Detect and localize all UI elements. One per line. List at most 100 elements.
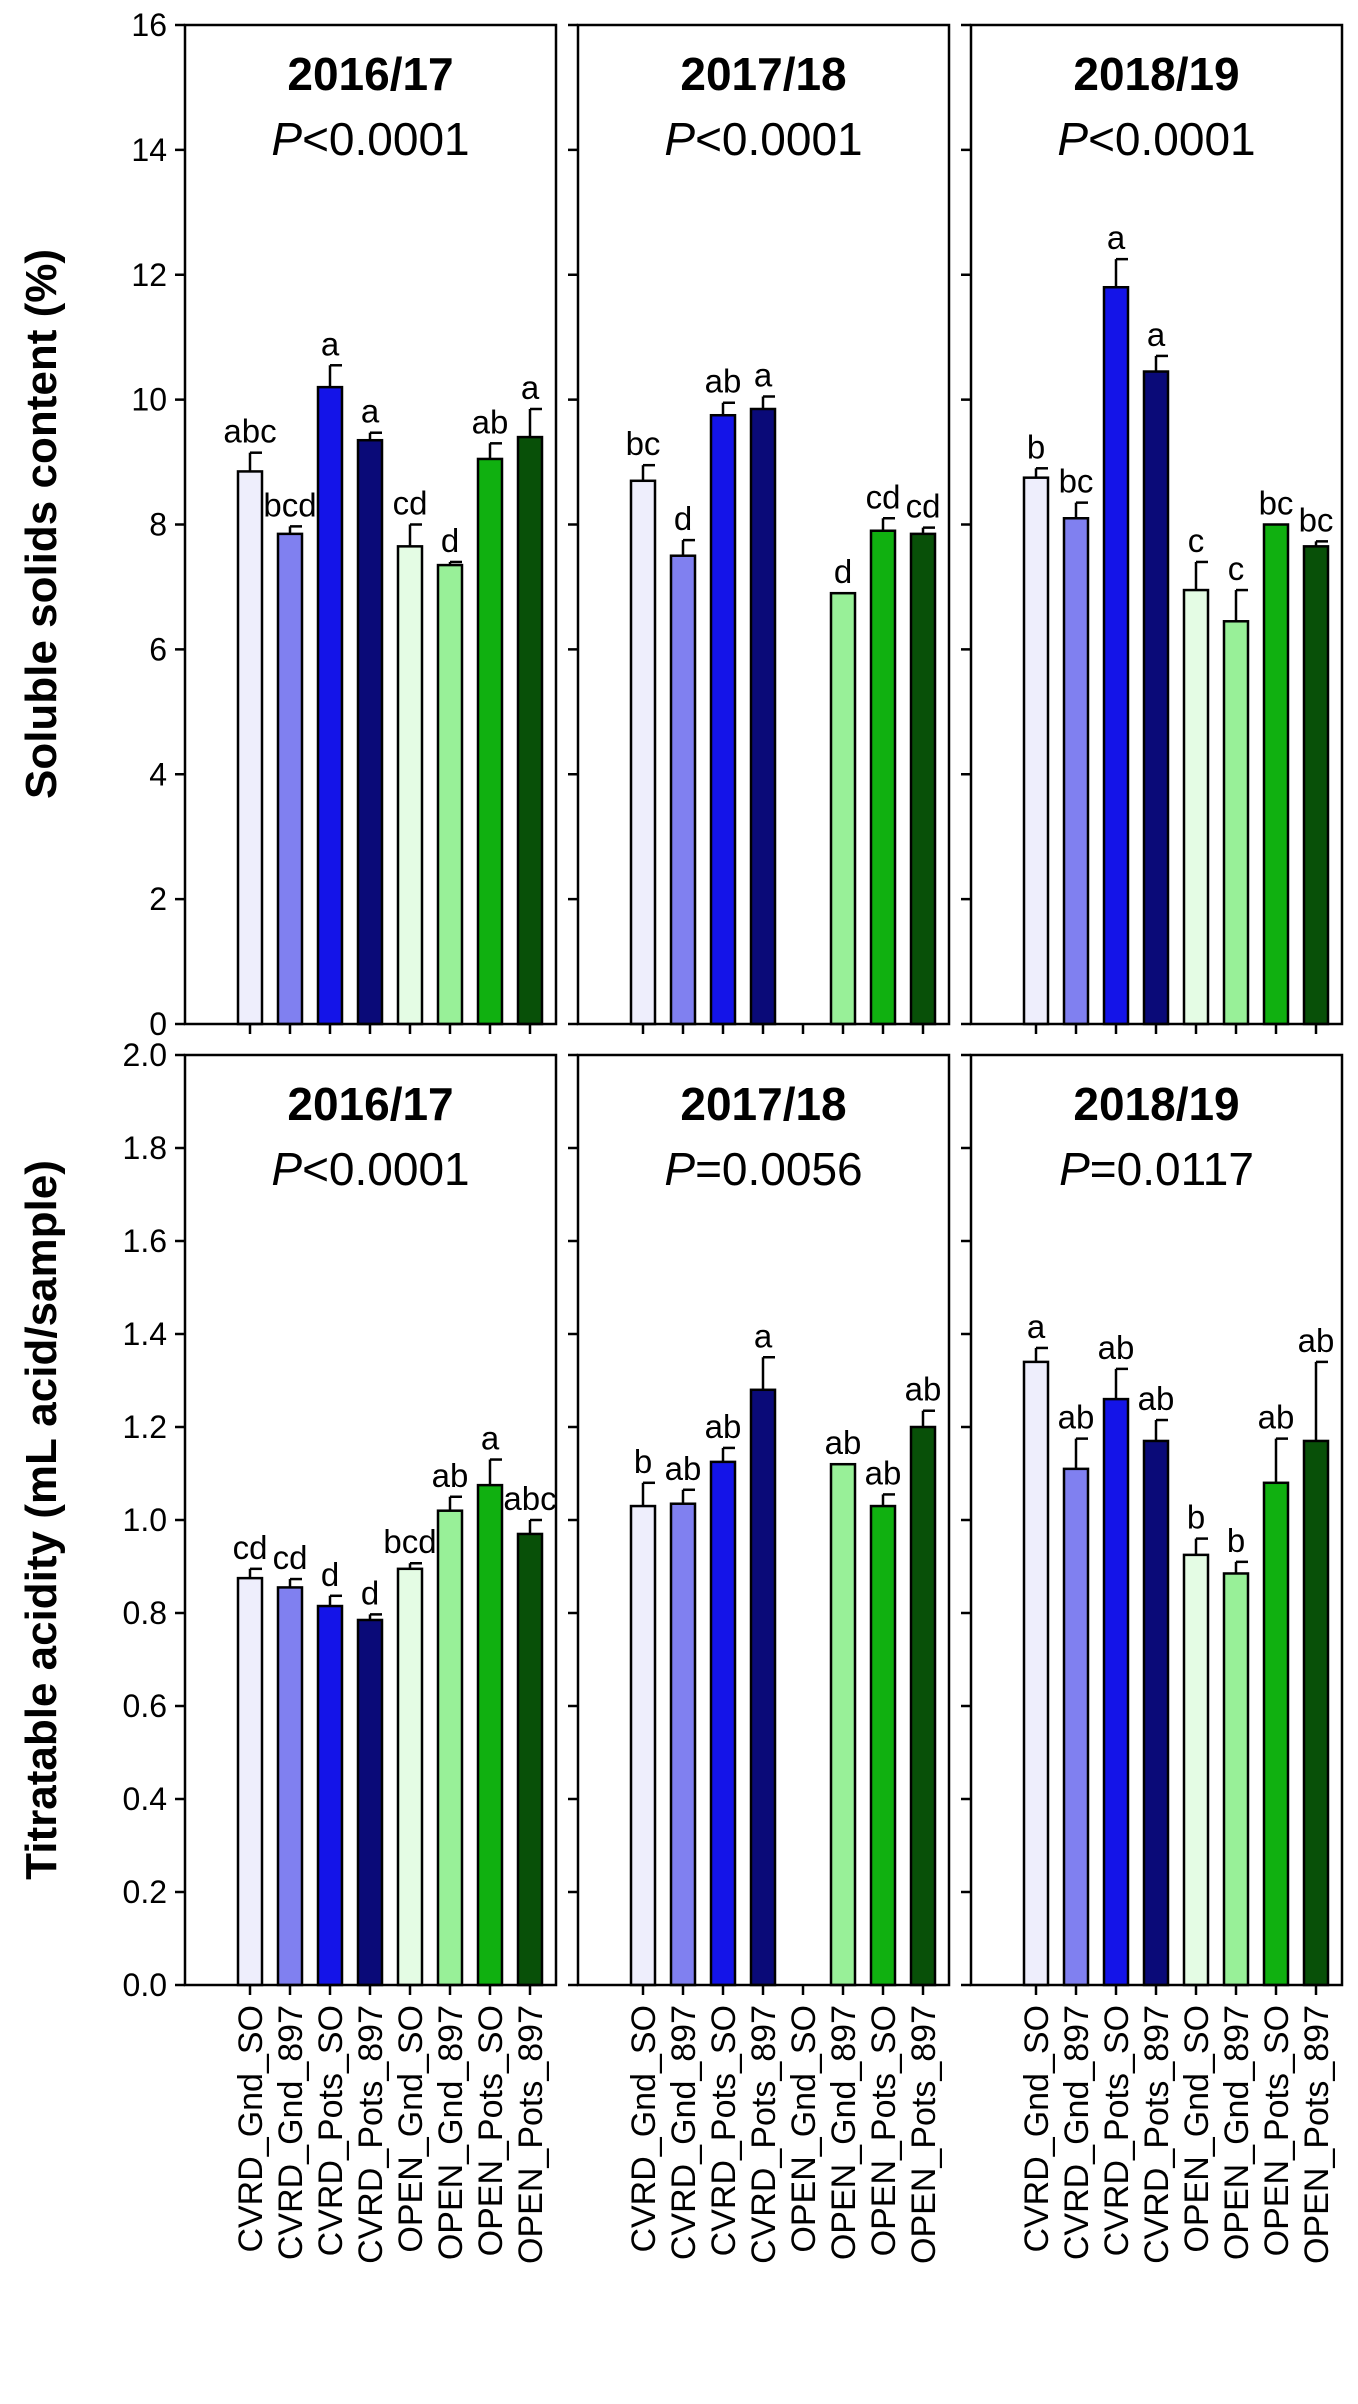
category-label: OPEN_Pots_SO — [1258, 2005, 1296, 2256]
bar-open-gnd-so — [396, 1567, 424, 1987]
panel-title: 2016/17 — [287, 48, 453, 100]
bar-cvrd-gnd-897 — [276, 532, 304, 1026]
significance-letter: ab — [665, 1450, 702, 1487]
significance-letter: b — [1227, 1522, 1245, 1559]
p-value-number: =0.0117 — [1090, 1143, 1254, 1195]
bar-open-gnd-so — [396, 545, 424, 1026]
bar-cvrd-gnd-so — [236, 1576, 264, 1987]
category-label: CVRD_Gnd_897 — [272, 2005, 310, 2260]
y-tick-label: 8 — [149, 507, 167, 543]
significance-letter: ab — [865, 1454, 902, 1491]
y-tick-label: 4 — [149, 756, 167, 792]
p-value-number: =0.0056 — [695, 1143, 863, 1195]
category-label: CVRD_Pots_897 — [745, 2005, 783, 2264]
bar-cvrd-pots-so — [316, 385, 344, 1026]
p-value-number: <0.0001 — [302, 1143, 470, 1195]
p-value-number: <0.0001 — [1088, 113, 1256, 165]
bar-open-pots-897 — [516, 1532, 544, 1987]
p-value: P<0.0001 — [664, 113, 862, 165]
significance-letter: c — [1228, 550, 1245, 587]
bar-open-gnd-897 — [436, 1509, 464, 1987]
significance-letter: ab — [1138, 1380, 1175, 1417]
significance-letter: bcd — [383, 1523, 436, 1560]
bar-cvrd-pots-so — [1102, 1397, 1130, 1987]
category-label: OPEN_Pots_SO — [472, 2005, 510, 2256]
y-axis-title-ta: Titratable acidity (mL acid/sample) — [17, 1160, 66, 1880]
category-label: OPEN_Gnd_897 — [825, 2005, 863, 2260]
bar-cvrd-gnd-897 — [1062, 517, 1090, 1026]
panel-title: 2016/17 — [287, 1078, 453, 1130]
category-label: OPEN_Gnd_897 — [432, 2005, 470, 2260]
bar-open-pots-so — [1262, 523, 1290, 1026]
bar-cvrd-pots-so — [709, 413, 737, 1026]
category-label: OPEN_Pots_897 — [512, 2005, 550, 2264]
category-label: OPEN_Pots_SO — [865, 2005, 903, 2256]
y-tick-label: 6 — [149, 631, 167, 667]
bar-open-gnd-897 — [436, 563, 464, 1026]
category-label: OPEN_Gnd_SO — [392, 2005, 430, 2253]
bar-cvrd-pots-897 — [356, 438, 384, 1026]
bar-open-pots-897 — [516, 435, 544, 1026]
bar-open-gnd-897 — [829, 1462, 857, 1987]
panel-title: 2017/18 — [680, 48, 846, 100]
panel-title: 2018/19 — [1073, 48, 1239, 100]
significance-letter: b — [634, 1443, 652, 1480]
significance-letter: ab — [1258, 1399, 1295, 1436]
panel-frame — [969, 1053, 1344, 1987]
significance-letter: c — [1188, 522, 1205, 559]
significance-letter: a — [481, 1420, 500, 1457]
bar-cvrd-pots-897 — [749, 407, 777, 1026]
panel-ta-2016: 0.00.20.40.60.81.01.21.41.61.82.0cd cd ddb… — [123, 1037, 558, 2264]
panel-frame — [969, 23, 1344, 1026]
significance-letter: a — [754, 357, 773, 394]
y-tick-label: 0.8 — [123, 1595, 167, 1631]
p-value-number: <0.0001 — [695, 113, 863, 165]
bar-open-gnd-897 — [829, 591, 857, 1026]
bar-cvrd-gnd-897 — [276, 1586, 304, 1987]
bar-cvrd-gnd-897 — [1062, 1467, 1090, 1987]
category-label: CVRD_Gnd_897 — [665, 2005, 703, 2260]
y-tick-label: 1.2 — [123, 1409, 167, 1445]
y-tick-label: 1.4 — [123, 1316, 167, 1352]
bar-open-pots-so — [869, 1504, 897, 1987]
bar-cvrd-pots-so — [1102, 285, 1130, 1026]
y-tick-label: 1.0 — [123, 1502, 167, 1538]
p-value: P=0.0117 — [1059, 1143, 1254, 1195]
significance-letter: cd — [233, 1529, 268, 1566]
significance-letter: cd — [273, 1539, 308, 1576]
significance-letter: a — [321, 325, 340, 362]
y-tick-label: 10 — [131, 382, 167, 418]
panel-ssc-2017: bc d ab a d cd cd 2017/18 P<0.0001 — [568, 23, 951, 1034]
bar-cvrd-pots-897 — [1142, 370, 1170, 1026]
significance-letter: d — [361, 1574, 379, 1611]
significance-letter: d — [674, 500, 692, 537]
bar-open-pots-so — [476, 1483, 504, 1987]
significance-letter: b — [1027, 428, 1045, 465]
significance-letter: d — [321, 1556, 339, 1593]
significance-letter: ab — [825, 1424, 862, 1461]
significance-letter: ab — [905, 1371, 942, 1408]
p-symbol: P — [271, 1143, 302, 1195]
significance-letter: bc — [1059, 463, 1094, 500]
significance-letter: ab — [705, 363, 742, 400]
y-tick-label: 12 — [131, 257, 167, 293]
bar-cvrd-pots-897 — [356, 1618, 384, 1987]
significance-letter: ab — [432, 1457, 469, 1494]
bar-open-pots-897 — [909, 1425, 937, 1987]
panel-title: 2017/18 — [680, 1078, 846, 1130]
significance-letter: bc — [1299, 501, 1334, 538]
significance-letter: b — [1187, 1499, 1205, 1536]
bar-cvrd-gnd-so — [1022, 1360, 1050, 1987]
category-label: CVRD_Gnd_SO — [1018, 2005, 1056, 2253]
bar-open-gnd-so — [1182, 1553, 1210, 1987]
bar-open-pots-897 — [1302, 545, 1330, 1026]
bar-open-pots-so — [1262, 1481, 1290, 1987]
significance-letter: a — [1147, 316, 1166, 353]
significance-letter: bc — [626, 425, 661, 462]
category-label: CVRD_Gnd_SO — [232, 2005, 270, 2253]
category-label: CVRD_Gnd_SO — [625, 2005, 663, 2253]
category-label: OPEN_Pots_897 — [905, 2005, 943, 2264]
significance-letter: bcd — [263, 486, 316, 523]
